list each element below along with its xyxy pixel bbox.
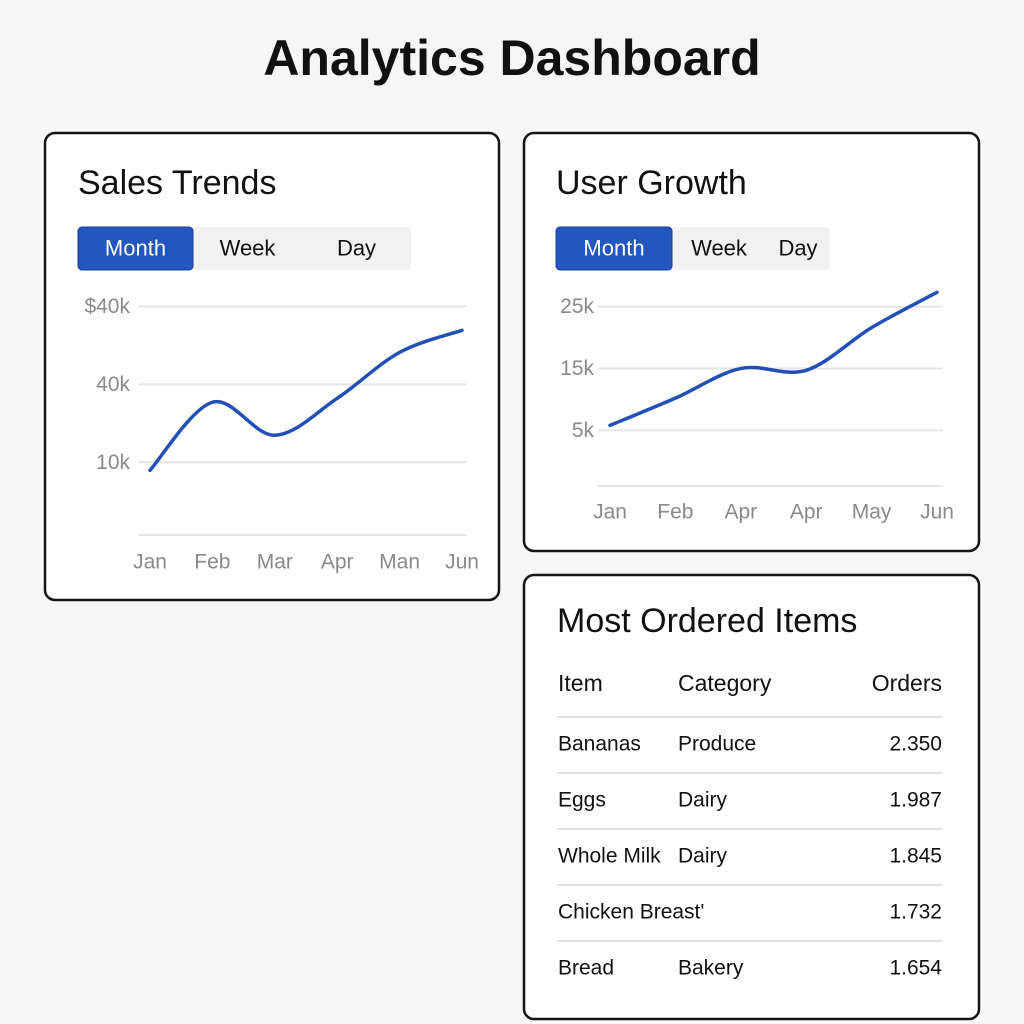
y-tick-label: 25k [560,295,594,318]
card-title: Sales Trends [78,164,276,202]
page-title: Analytics Dashboard [263,30,760,86]
table-cell: Bakery [678,957,744,980]
x-tick-label: Apr [724,501,757,524]
table-cell: Eggs [558,789,606,812]
x-tick-label: Feb [657,501,693,524]
x-tick-label: Feb [194,551,230,574]
table-cell: 1.732 [889,901,942,924]
table-cell: 1.987 [889,789,942,812]
card [522,573,981,1021]
x-tick-label: Man [379,551,420,574]
tab-label[interactable]: Day [778,235,817,260]
table-cell: 2.350 [889,733,942,756]
x-tick-label: Apr [321,551,354,574]
y-tick-label: 40k [96,373,130,396]
table-cell: 1.845 [889,845,942,868]
table-cell: 1.654 [889,957,942,980]
x-tick-label: Jun [920,501,954,524]
table-cell: Chicken Breast' [558,901,704,924]
x-tick-label: Jun [445,551,479,574]
tab-label[interactable]: Month [105,235,166,260]
card [43,131,501,602]
tab-label[interactable]: Week [691,235,748,260]
x-tick-label: May [852,501,892,524]
tab-active[interactable] [77,226,194,271]
table-cell: Whole Milk [558,845,661,868]
table-cell: Produce [678,733,756,756]
x-tick-label: Jan [133,551,167,574]
y-tick-label: $40k [84,295,130,318]
tab-label[interactable]: Day [337,235,376,260]
column-header: Category [678,670,772,696]
table-cell: Bananas [558,733,641,756]
card-title: Most Ordered Items [557,602,857,640]
y-tick-label: 5k [572,419,595,442]
x-tick-label: Jan [593,501,627,524]
table-cell: Dairy [678,789,728,812]
card-title: User Growth [556,164,747,202]
y-tick-label: 15k [560,357,594,380]
x-tick-label: Mar [257,551,293,574]
line-series [148,328,464,473]
table-cell: Dairy [678,845,728,868]
table-cell: Bread [558,957,614,980]
column-header: Orders [872,670,942,696]
y-tick-label: 10k [96,451,130,474]
x-tick-label: Apr [790,501,823,524]
tab-label[interactable]: Week [220,235,277,260]
line-series [608,290,939,428]
tab-label[interactable]: Month [583,235,644,260]
tab-active[interactable] [555,226,673,271]
column-header: Item [558,670,603,696]
